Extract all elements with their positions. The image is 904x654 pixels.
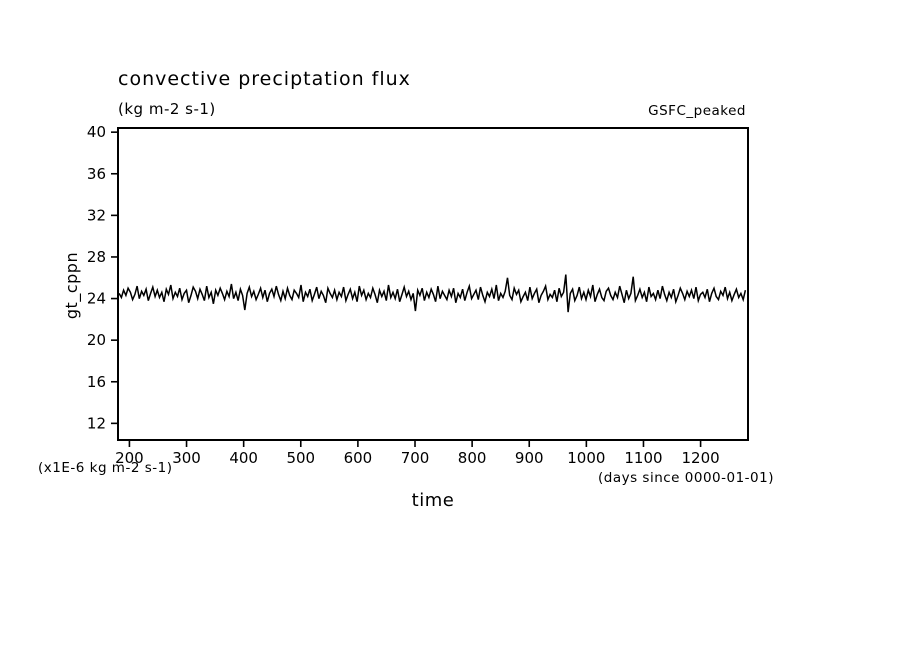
- y-tick-label: 36: [87, 165, 106, 183]
- y-tick-label: 12: [87, 414, 106, 432]
- x-axis-label: time: [411, 490, 455, 511]
- x-tick-label: 300: [172, 449, 201, 467]
- y-tick-label: 28: [87, 248, 106, 266]
- x-tick-label: 1200: [681, 449, 719, 467]
- x-tick-label: 500: [286, 449, 315, 467]
- y-tick-label: 24: [87, 290, 106, 308]
- dataset-label: GSFC_peaked: [648, 103, 746, 119]
- y-tick-label: 16: [87, 373, 106, 391]
- x-tick-label: 800: [458, 449, 487, 467]
- y-tick-label: 32: [87, 206, 106, 224]
- x-tick-label: 700: [401, 449, 430, 467]
- x-units-note: (days since 0000-01-01): [597, 470, 774, 486]
- y-tick-label: 20: [87, 331, 106, 349]
- plot-frame: [117, 127, 749, 441]
- x-tick-label: 1000: [567, 449, 605, 467]
- chart-subtitle-units: (kg m-2 s-1): [118, 100, 216, 118]
- x-tick-label: 1100: [624, 449, 662, 467]
- y-units-note: (x1E-6 kg m-2 s-1): [38, 460, 173, 476]
- x-tick-label: 400: [229, 449, 258, 467]
- chart-title: convective preciptation flux: [118, 68, 411, 90]
- x-tick-label: 600: [344, 449, 373, 467]
- x-tick-label: 200: [115, 449, 144, 467]
- data-line: [118, 274, 747, 313]
- y-tick-label: 40: [87, 123, 106, 141]
- x-tick-label: 900: [515, 449, 544, 467]
